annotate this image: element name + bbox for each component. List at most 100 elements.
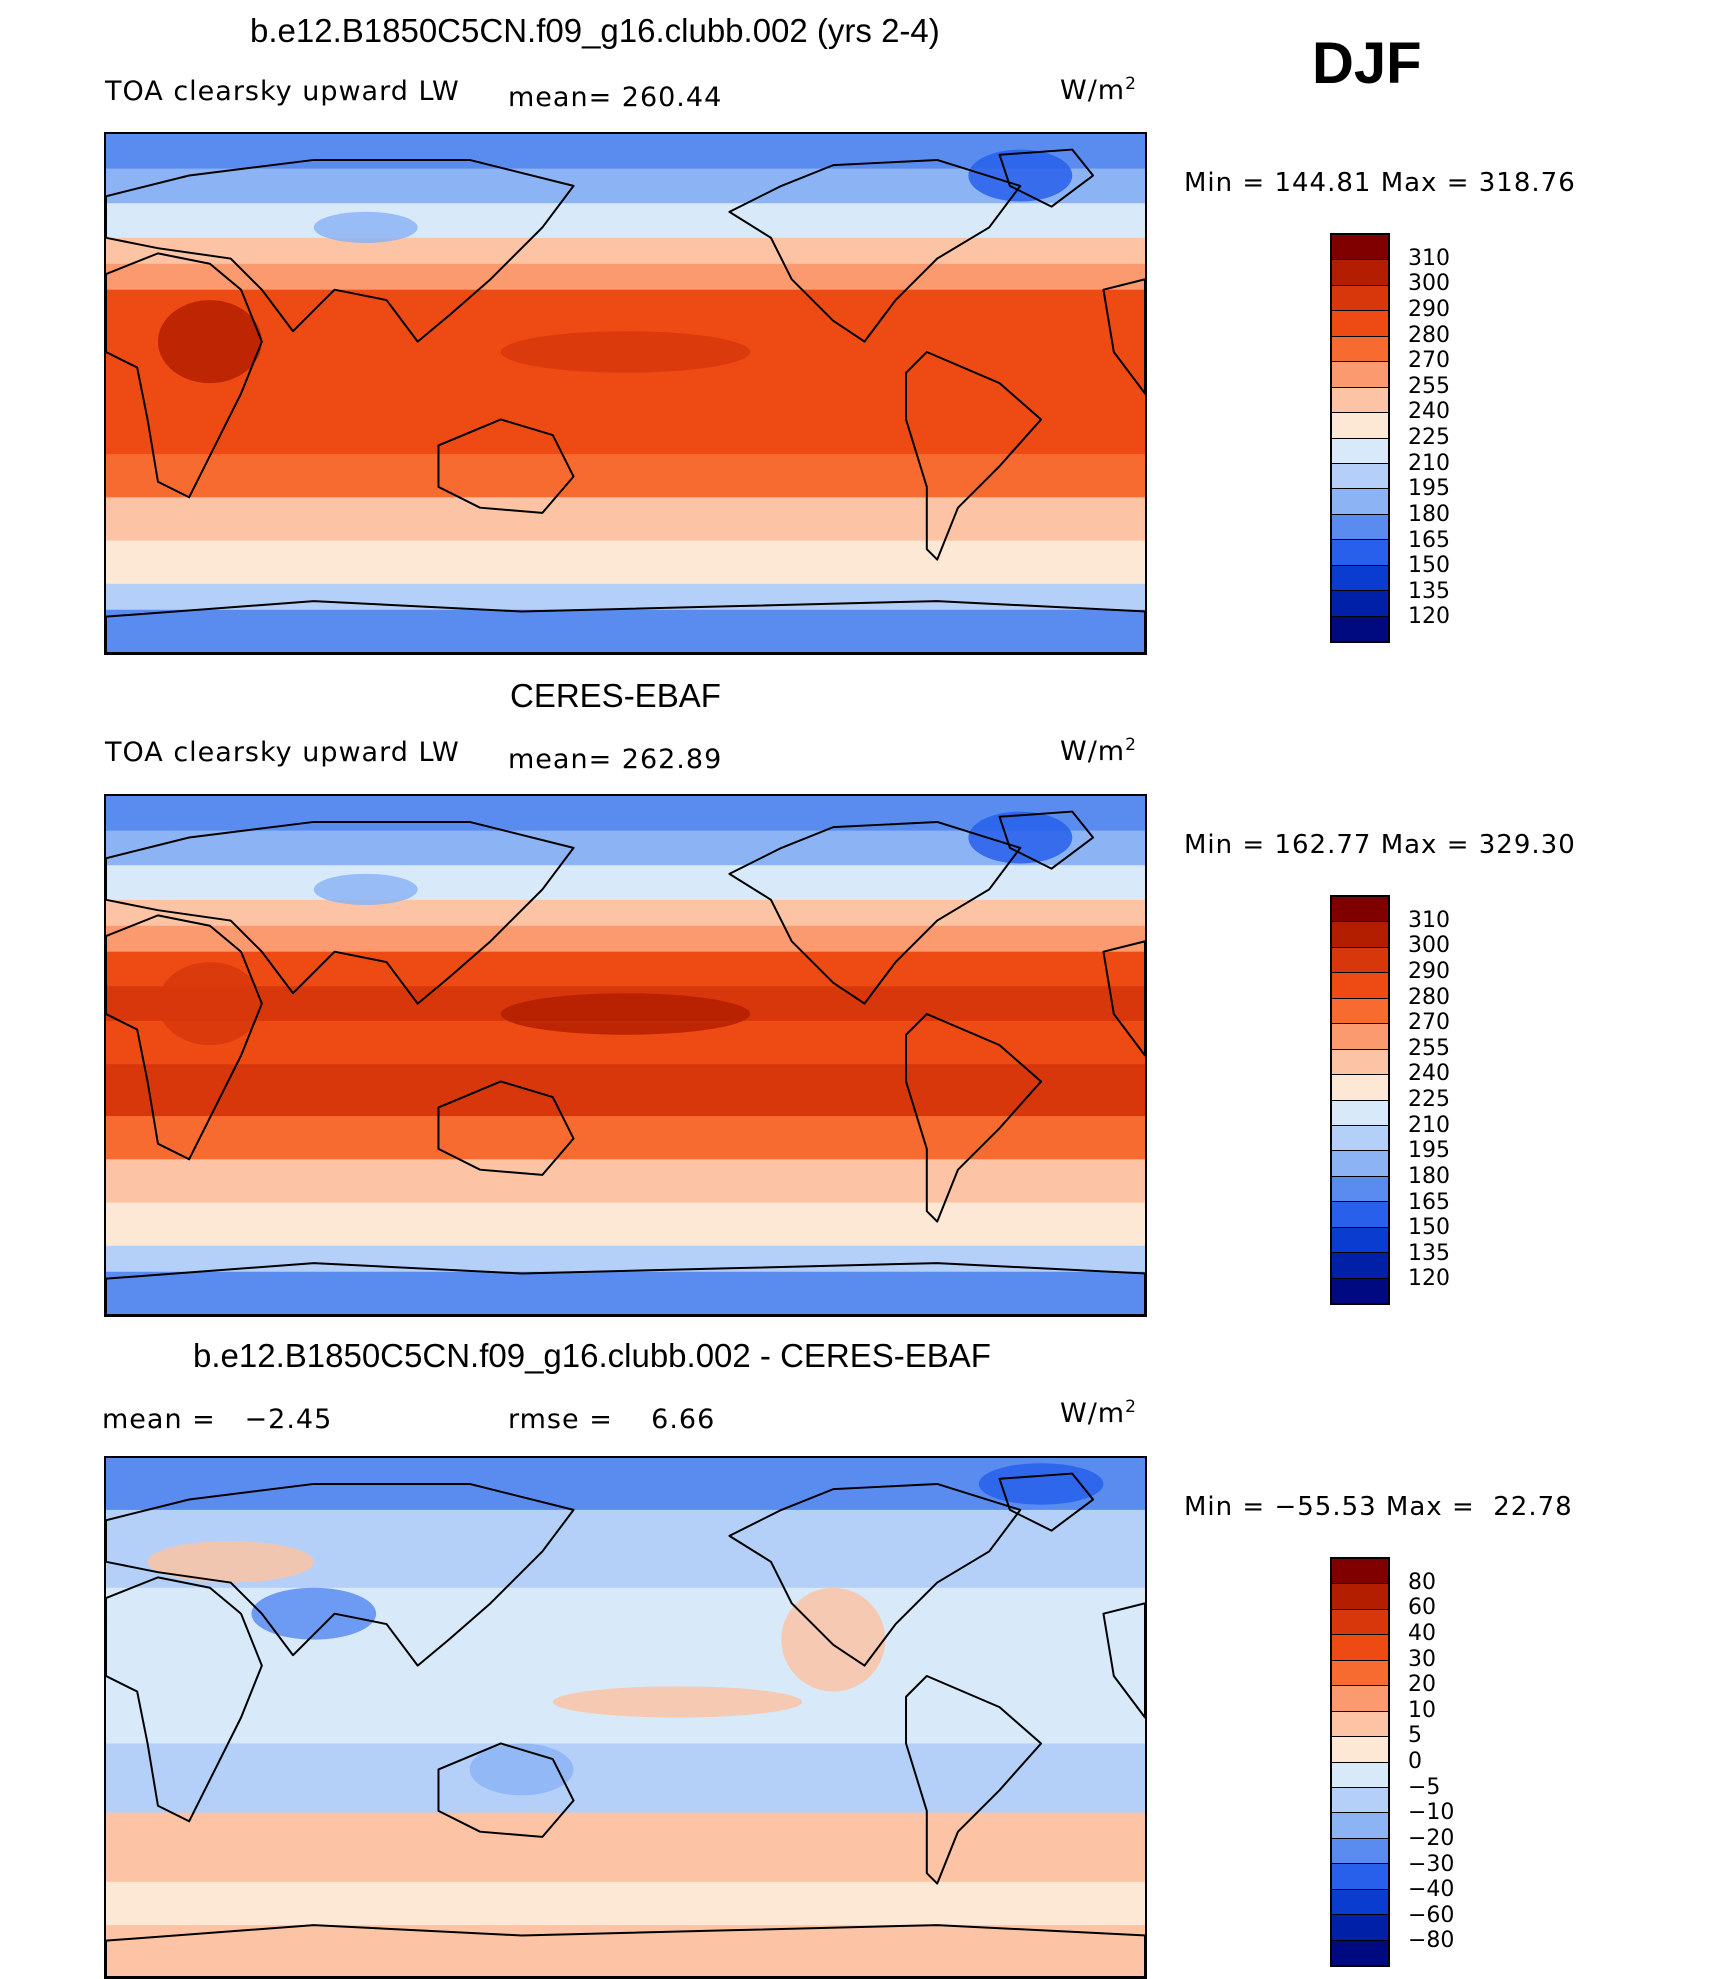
- colorbar-segment: [1332, 387, 1388, 414]
- coastline: [905, 1012, 1043, 1223]
- field-band: [106, 1959, 1145, 1970]
- field-band: [106, 168, 1145, 179]
- field-anomaly: [469, 1743, 574, 1796]
- field-band: [106, 1038, 1145, 1048]
- colorbar-segment: [1332, 1202, 1388, 1228]
- map-field: [106, 796, 1145, 1315]
- colorbar-tick-label: 270: [1408, 348, 1450, 374]
- field-band: [106, 393, 1145, 404]
- field-band: [106, 1639, 1145, 1650]
- field-anomaly: [781, 1587, 886, 1692]
- field-band: [106, 1466, 1145, 1477]
- field-band: [106, 1501, 1145, 1511]
- field-band: [106, 1717, 1145, 1728]
- field-anomaly: [978, 1463, 1104, 1505]
- field-band: [106, 246, 1145, 257]
- field-band: [106, 566, 1145, 577]
- field-band: [106, 644, 1145, 653]
- field-band: [106, 1306, 1145, 1315]
- field-band: [106, 1631, 1145, 1641]
- coastline: [728, 1482, 1022, 1667]
- field-anomaly: [313, 873, 418, 905]
- field-band: [106, 514, 1145, 525]
- colorbar-tick-label: 255: [1408, 1035, 1450, 1061]
- field-band: [106, 1483, 1145, 1494]
- colorbar-tick-label: 270: [1408, 1010, 1450, 1036]
- field-band: [106, 488, 1145, 499]
- field-anomaly: [968, 811, 1073, 864]
- field-band: [106, 1881, 1145, 1892]
- field-band: [106, 1492, 1145, 1503]
- coastline: [106, 820, 575, 1005]
- coastline: [437, 1742, 575, 1838]
- field-band: [106, 796, 1145, 806]
- colorbar-segment: [1332, 514, 1388, 541]
- field-band: [106, 1795, 1145, 1805]
- field-band: [106, 1271, 1145, 1282]
- colorbar-segment: [1332, 336, 1388, 363]
- field-band: [106, 882, 1145, 893]
- colorbar-segment: [1332, 1075, 1388, 1101]
- field-band: [106, 203, 1145, 213]
- field-band: [106, 1081, 1145, 1092]
- field-anomaly: [157, 962, 262, 1046]
- field-band: [106, 908, 1145, 919]
- coastline: [106, 600, 1145, 653]
- field-band: [106, 1475, 1145, 1485]
- field-band: [106, 609, 1145, 620]
- field-band: [106, 813, 1145, 823]
- colorbar-tick-label: 30: [1408, 1646, 1436, 1672]
- panel-3-mean-label: mean = −2.45: [102, 1404, 333, 1435]
- field-band: [106, 436, 1145, 447]
- coastline: [998, 810, 1095, 870]
- field-band: [106, 1544, 1145, 1555]
- field-band: [106, 1873, 1145, 1883]
- field-band: [106, 986, 1145, 996]
- field-band: [106, 220, 1145, 231]
- field-band: [106, 618, 1145, 629]
- field-band: [106, 1280, 1145, 1291]
- field-band: [106, 592, 1145, 603]
- field-band: [106, 856, 1145, 867]
- colorbar-segment: [1332, 1889, 1388, 1916]
- field-band: [106, 523, 1145, 533]
- field-band: [106, 1890, 1145, 1901]
- field-band: [106, 575, 1145, 585]
- colorbar-tick-label: 165: [1408, 527, 1450, 553]
- colorbar-segment: [1332, 489, 1388, 515]
- colorbar-tick-label: 135: [1408, 578, 1450, 604]
- colorbar-tick-label: 120: [1408, 1266, 1450, 1292]
- field-band: [106, 1682, 1145, 1693]
- field-band: [106, 1159, 1145, 1169]
- colorbar-segment: [1332, 565, 1388, 592]
- panel-2-colorbar: [1330, 895, 1390, 1305]
- panel-3-title: b.e12.B1850C5CN.f09_g16.clubb.002 - CERE…: [193, 1337, 991, 1374]
- field-band: [106, 1124, 1145, 1135]
- colorbar-segment: [1332, 1915, 1388, 1941]
- field-band: [106, 1726, 1145, 1736]
- field-band: [106, 445, 1145, 456]
- coastline: [106, 158, 575, 343]
- colorbar-tick-label: 280: [1408, 322, 1450, 348]
- panel-2-map: [104, 794, 1147, 1317]
- field-band: [106, 977, 1145, 988]
- field-band: [106, 454, 1145, 464]
- field-band: [106, 1925, 1145, 1935]
- colorbar-tick-label: −20: [1408, 1825, 1455, 1851]
- field-anomaly: [500, 993, 751, 1035]
- colorbar-segment: [1332, 1762, 1388, 1788]
- colorbar-segment: [1332, 998, 1388, 1025]
- colorbar-tick-label: 290: [1408, 958, 1450, 984]
- field-band: [106, 601, 1145, 611]
- field-band: [106, 1228, 1145, 1239]
- colorbar-tick-label: 195: [1408, 1138, 1450, 1164]
- colorbar-segment: [1332, 1838, 1388, 1865]
- coastline: [106, 1576, 263, 1823]
- field-band: [106, 1743, 1145, 1754]
- colorbar-segment: [1332, 1024, 1388, 1050]
- field-band: [106, 934, 1145, 945]
- colorbar-tick-label: 150: [1408, 1215, 1450, 1241]
- colorbar-tick-label: 240: [1408, 1061, 1450, 1087]
- field-band: [106, 1090, 1145, 1100]
- colorbar-segment: [1332, 922, 1388, 948]
